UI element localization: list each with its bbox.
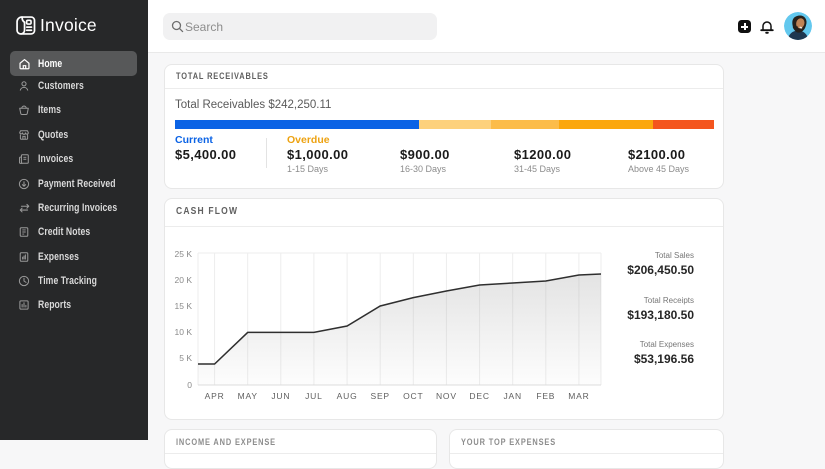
svg-text:JUL: JUL xyxy=(305,391,323,401)
svg-text:JUN: JUN xyxy=(271,391,290,401)
svg-text:NOV: NOV xyxy=(436,391,457,401)
svg-text:MAY: MAY xyxy=(238,391,258,401)
svg-text:0: 0 xyxy=(187,380,192,390)
svg-text:MAR: MAR xyxy=(568,391,589,401)
svg-text:15 K: 15 K xyxy=(175,301,193,311)
svg-text:APR: APR xyxy=(205,391,225,401)
svg-text:JAN: JAN xyxy=(503,391,521,401)
svg-text:DEC: DEC xyxy=(469,391,489,401)
svg-text:FEB: FEB xyxy=(536,391,555,401)
svg-text:AUG: AUG xyxy=(337,391,358,401)
svg-text:10 K: 10 K xyxy=(175,327,193,337)
svg-text:5 K: 5 K xyxy=(179,353,192,363)
svg-text:OCT: OCT xyxy=(403,391,423,401)
svg-text:20 K: 20 K xyxy=(175,275,193,285)
svg-text:25 K: 25 K xyxy=(175,249,193,259)
svg-text:SEP: SEP xyxy=(370,391,389,401)
